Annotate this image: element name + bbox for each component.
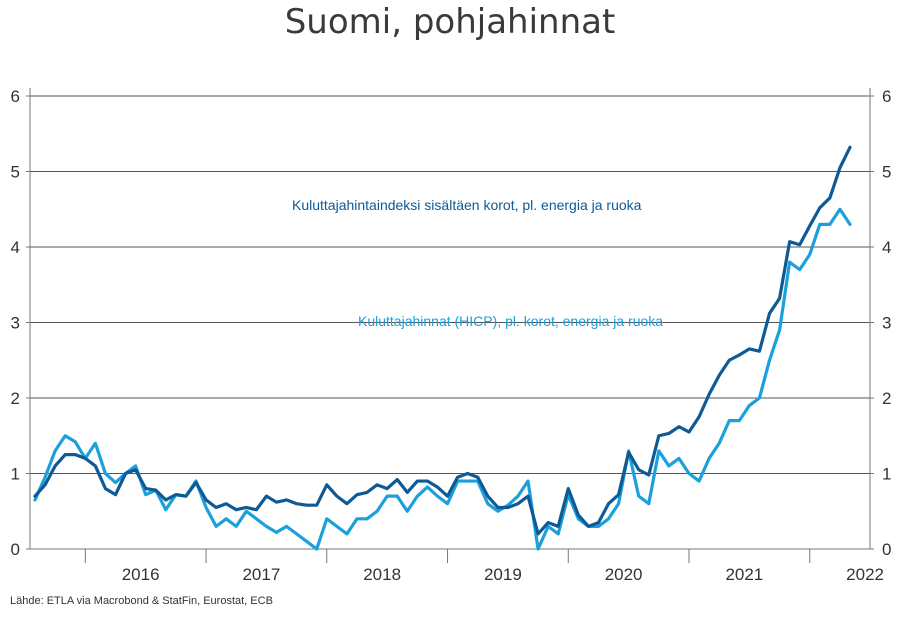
y-tick-left-6: 6 [11,87,20,106]
x-tick-2017: 2017 [242,565,280,584]
y-tick-left-1: 1 [11,465,20,484]
series-label-1: Kuluttajahintaindeksi sisältäen korot, p… [292,197,642,213]
y-tick-right-6: 6 [882,87,891,106]
x-tick-2018: 2018 [363,565,401,584]
y-tick-left-5: 5 [11,163,20,182]
series-line-2 [33,207,852,551]
x-tick-2020: 2020 [605,565,643,584]
chart-title: Suomi, pohjahinnat [284,2,616,42]
series-line-1 [33,145,852,536]
axis-layer: 0 0 1 1 2 2 3 3 4 4 5 5 6 6 2016 2017 2018 2019 2020 2021 20… [11,87,892,584]
x-tick-2022: 2022 [846,565,884,584]
y-tick-right-3: 3 [882,314,891,333]
y-tick-right-2: 2 [882,389,891,408]
x-tick-2019: 2019 [484,565,522,584]
y-tick-right-5: 5 [882,163,891,182]
y-tick-right-4: 4 [882,238,891,257]
y-tick-right-1: 1 [882,465,891,484]
series-label-2: Kuluttajahinnat (HICP), pl. korot, energ… [358,313,663,329]
y-tick-left-4: 4 [11,238,20,257]
y-tick-right-0: 0 [882,540,891,559]
grid-layer [30,95,870,550]
x-tick-2016: 2016 [122,565,160,584]
y-tick-left-3: 3 [11,314,20,333]
label-layer: Kuluttajahintaindeksi sisältäen korot, p… [292,197,663,329]
series-layer [33,145,852,551]
y-tick-left-2: 2 [11,389,20,408]
x-tick-2021: 2021 [725,565,763,584]
source-note: Lähde: ETLA via Macrobond & StatFin, Eur… [10,595,273,607]
y-tick-left-0: 0 [11,540,20,559]
